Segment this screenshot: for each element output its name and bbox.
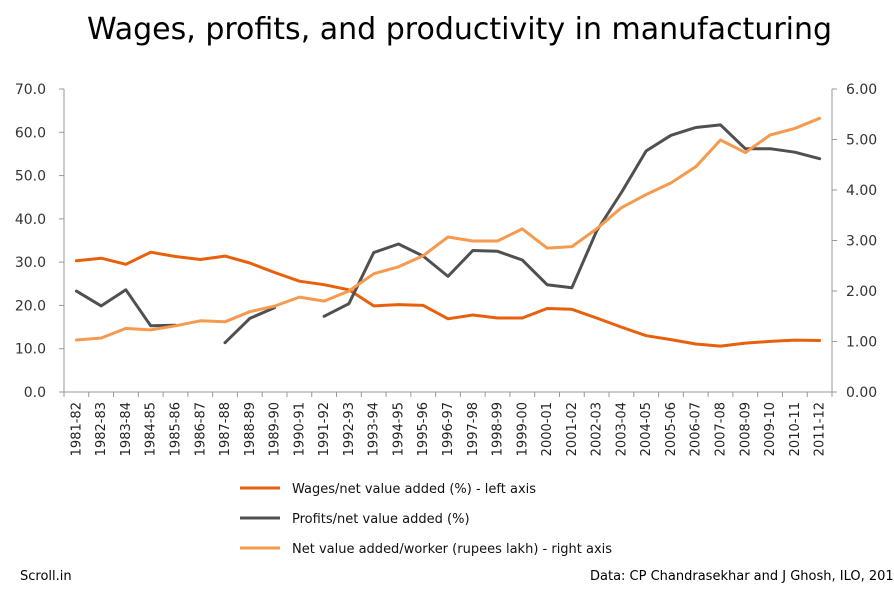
x-category-label: 1995-96	[416, 402, 431, 456]
right-tick-label: 6.00	[846, 82, 877, 98]
x-category-label: 1999-00	[515, 402, 530, 456]
legend-label-2: Profits/net value added (%)	[292, 512, 470, 527]
legend-label-1: Wages/net value added (%) - left axis	[292, 482, 536, 497]
x-category-label: 2008-09	[738, 402, 753, 456]
x-category-label: 1987-88	[218, 402, 233, 456]
left-tick-label: 10.0	[15, 342, 46, 358]
right-tick-label: 1.00	[846, 335, 877, 351]
x-category-label: 2006-07	[689, 402, 704, 456]
left-tick-label: 70.0	[15, 82, 46, 98]
x-category-label: 2003-04	[614, 402, 629, 456]
right-tick-label: 0.00	[846, 385, 877, 401]
x-category-label: 2001-02	[565, 402, 580, 456]
source-credit-right: Data: CP Chandrasekhar and J Ghosh, ILO,…	[590, 569, 894, 584]
x-category-label: 1982-83	[94, 402, 109, 456]
x-category-label: 1998-99	[491, 402, 506, 456]
source-credit-left: Scroll.in	[20, 569, 72, 584]
x-category-label: 1990-91	[292, 402, 307, 456]
x-category-label: 1994-95	[391, 402, 406, 456]
x-category-label: 2000-01	[540, 402, 555, 456]
left-tick-label: 60.0	[15, 125, 46, 141]
x-category-label: 1992-93	[342, 402, 357, 456]
right-tick-label: 4.00	[846, 183, 877, 199]
left-tick-label: 40.0	[15, 212, 46, 228]
x-category-label: 2009-10	[763, 402, 778, 456]
right-tick-label: 3.00	[846, 234, 877, 250]
left-tick-label: 20.0	[15, 298, 46, 314]
legend-label-3: Net value added/worker (rupees lakh) - r…	[292, 542, 612, 557]
x-category-label: 2007-08	[714, 402, 729, 456]
left-tick-label: 30.0	[15, 255, 46, 271]
x-category-label: 2002-03	[590, 402, 605, 456]
chart-title: Wages, profits, and productivity in manu…	[87, 12, 833, 47]
x-category-label: 2004-05	[639, 402, 654, 456]
x-category-label: 2010-11	[788, 402, 803, 456]
series-line-1	[74, 250, 822, 348]
x-category-label: 2011-12	[813, 402, 828, 456]
x-category-label: 1989-90	[268, 402, 283, 456]
right-tick-label: 5.00	[846, 133, 877, 149]
x-category-label: 2005-06	[664, 402, 679, 456]
x-category-label: 1983-84	[119, 402, 134, 456]
x-category-label: 1991-92	[317, 402, 332, 456]
x-category-label: 1986-87	[193, 402, 208, 456]
right-tick-label: 2.00	[846, 284, 877, 300]
series-line-3	[74, 116, 822, 342]
series-line-2	[74, 123, 822, 345]
x-category-label: 1988-89	[243, 402, 258, 456]
x-category-label: 1984-85	[144, 402, 159, 456]
x-category-label: 1981-82	[69, 402, 84, 456]
x-category-label: 1996-97	[441, 402, 456, 456]
left-tick-label: 0.0	[24, 385, 46, 401]
x-category-label: 1993-94	[367, 402, 382, 456]
left-tick-label: 50.0	[15, 169, 46, 185]
x-category-label: 1997-98	[466, 402, 481, 456]
x-category-label: 1985-86	[168, 402, 183, 456]
